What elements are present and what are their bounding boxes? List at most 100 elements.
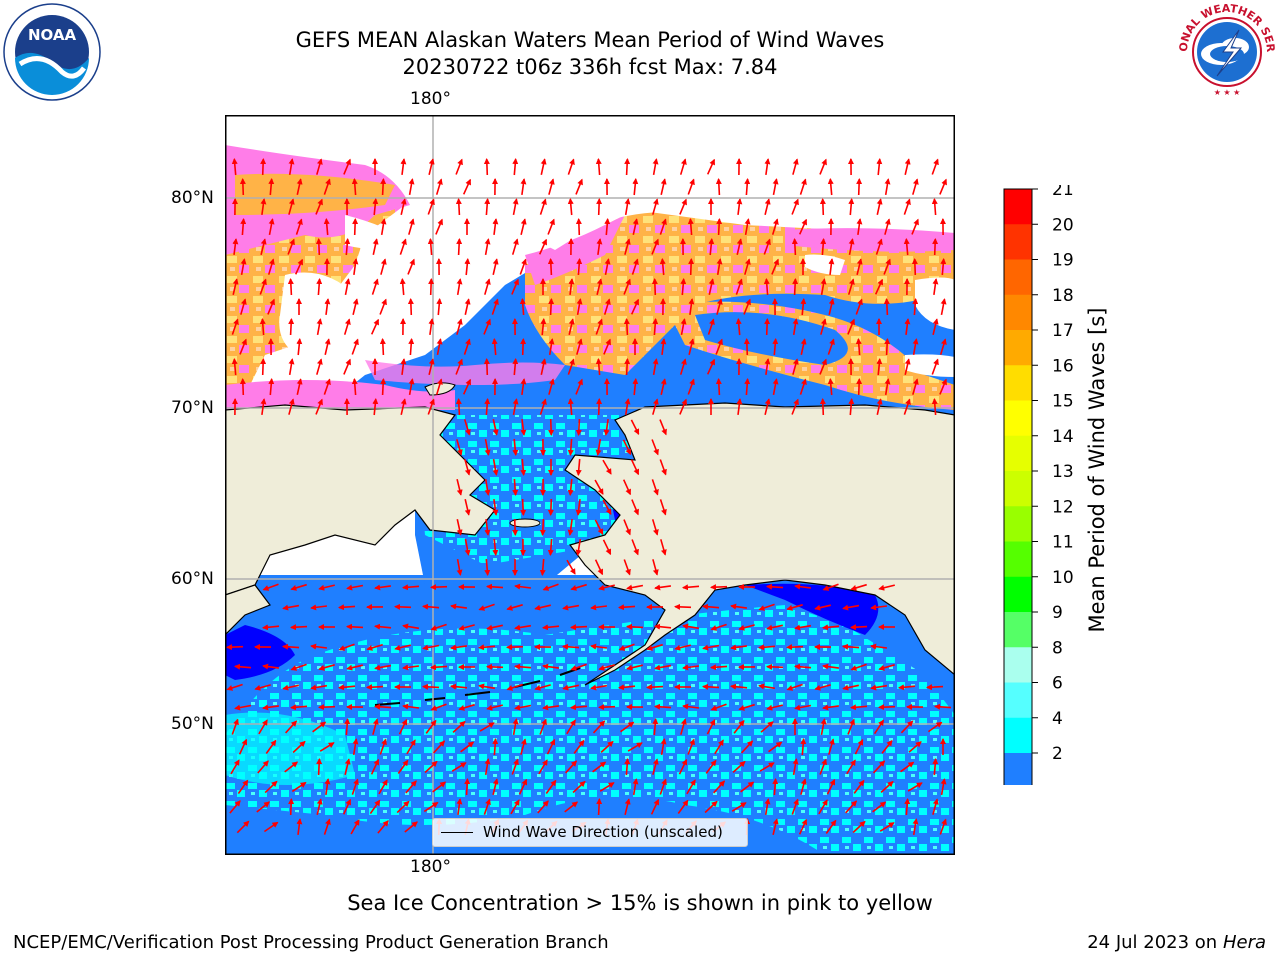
colorbar-tick-label: 14 xyxy=(1052,427,1074,447)
wind-wave-arrow xyxy=(856,178,863,196)
wind-wave-arrow xyxy=(730,683,748,690)
wind-wave-arrow xyxy=(794,663,812,670)
wind-wave-arrow xyxy=(596,278,603,295)
wind-wave-arrow xyxy=(483,158,490,176)
wind-wave-arrow xyxy=(520,378,527,396)
wind-wave-arrow xyxy=(262,583,279,591)
wind-wave-arrow xyxy=(872,801,887,813)
wind-wave-arrow xyxy=(926,684,944,691)
wind-wave-arrow xyxy=(766,663,784,670)
wind-wave-arrow xyxy=(878,704,896,711)
wind-wave-arrow xyxy=(478,683,496,690)
wind-wave-arrow xyxy=(680,278,687,296)
colorbar-segment xyxy=(1004,471,1032,507)
wind-wave-arrow xyxy=(604,218,611,236)
wind-wave-arrow xyxy=(492,458,499,476)
wind-wave-arrow xyxy=(310,684,328,691)
wind-wave-arrow xyxy=(514,624,532,631)
wind-wave-arrow xyxy=(462,378,472,395)
wind-wave-arrow xyxy=(736,398,743,416)
wind-wave-arrow xyxy=(939,378,947,395)
wind-wave-arrow xyxy=(256,801,270,813)
wind-wave-arrow xyxy=(404,821,418,833)
noaa-logo: NOAA xyxy=(3,3,101,101)
wind-wave-arrow xyxy=(764,398,771,415)
wind-wave-arrow xyxy=(374,703,392,710)
wind-wave-arrow xyxy=(456,439,463,456)
wind-wave-arrow xyxy=(263,821,279,833)
wind-wave-arrow xyxy=(239,378,246,396)
wind-wave-arrow xyxy=(230,759,240,775)
wind-wave-arrow xyxy=(738,703,755,711)
footer-date: 24 Jul 2023 on Hera xyxy=(1087,932,1266,953)
wind-wave-arrow xyxy=(407,258,415,275)
wind-wave-arrow xyxy=(855,298,863,315)
wind-wave-arrow xyxy=(590,604,608,611)
wind-wave-arrow xyxy=(687,218,694,236)
wind-wave-arrow xyxy=(602,539,612,556)
wind-wave-arrow xyxy=(791,798,799,815)
wind-wave-arrow xyxy=(592,720,606,734)
wind-wave-arrow xyxy=(310,643,328,650)
wind-wave-arrow xyxy=(826,778,836,795)
colorbar-segment xyxy=(1004,400,1032,437)
wind-wave-arrow xyxy=(548,298,555,316)
wind-wave-arrow xyxy=(850,704,868,711)
wind-wave-arrow xyxy=(873,719,885,735)
wind-wave-arrow xyxy=(402,584,420,591)
wind-wave-arrow xyxy=(432,781,447,793)
wind-wave-arrow xyxy=(688,258,695,276)
wind-wave-arrow xyxy=(427,238,434,256)
wind-wave-arrow xyxy=(911,218,919,235)
wind-wave-arrow xyxy=(428,318,435,336)
lat-label-50n: 50°N xyxy=(171,714,214,734)
wind-wave-arrow xyxy=(486,704,503,711)
wind-wave-arrow xyxy=(850,663,867,671)
wind-wave-arrow xyxy=(575,538,582,556)
wind-wave-arrow xyxy=(827,378,834,396)
wind-wave-arrow xyxy=(492,419,499,436)
wind-wave-arrow xyxy=(316,798,323,815)
wind-wave-arrow xyxy=(344,758,351,775)
wind-wave-arrow xyxy=(570,583,587,591)
wind-wave-arrow xyxy=(758,683,776,690)
wind-wave-arrow xyxy=(708,278,715,295)
wind-wave-arrow xyxy=(819,158,827,175)
wind-wave-arrow xyxy=(939,178,947,195)
wind-wave-arrow xyxy=(931,158,939,175)
wind-wave-arrow xyxy=(565,760,578,774)
wind-wave-arrow xyxy=(282,643,300,650)
wind-wave-arrow xyxy=(934,703,952,710)
wind-wave-arrow xyxy=(710,623,727,631)
wind-wave-arrow xyxy=(596,198,603,216)
wind-wave-arrow xyxy=(540,158,547,175)
wind-wave-arrow xyxy=(822,663,840,670)
wind-wave-arrow xyxy=(847,318,855,335)
wind-wave-arrow xyxy=(883,258,891,275)
wind-wave-arrow xyxy=(406,739,416,755)
wind-wave-arrow xyxy=(265,739,277,754)
wind-wave-arrow xyxy=(618,604,636,611)
wind-wave-arrow xyxy=(537,800,549,814)
wind-wave-arrow xyxy=(514,583,532,590)
wind-wave-arrow xyxy=(564,801,579,813)
wind-wave-arrow xyxy=(520,218,527,235)
wind-wave-arrow xyxy=(870,643,888,650)
wind-wave-arrow xyxy=(931,198,938,216)
wind-wave-arrow xyxy=(344,238,351,256)
wind-wave-arrow xyxy=(624,158,631,176)
wind-wave-arrow xyxy=(492,498,499,516)
wind-wave-arrow xyxy=(483,798,491,815)
wind-wave-arrow xyxy=(786,604,803,611)
wind-wave-arrow xyxy=(682,584,700,591)
wind-wave-arrow xyxy=(377,820,389,834)
wind-wave-arrow xyxy=(622,479,632,496)
wind-wave-arrow xyxy=(822,624,840,631)
wind-wave-arrow xyxy=(912,338,919,356)
wind-wave-arrow xyxy=(594,479,604,495)
wind-wave-arrow xyxy=(478,603,495,611)
wind-wave-arrow xyxy=(907,782,923,792)
wind-wave-arrow xyxy=(456,558,463,576)
wind-wave-arrow xyxy=(595,318,603,335)
wind-wave-arrow xyxy=(618,643,635,651)
